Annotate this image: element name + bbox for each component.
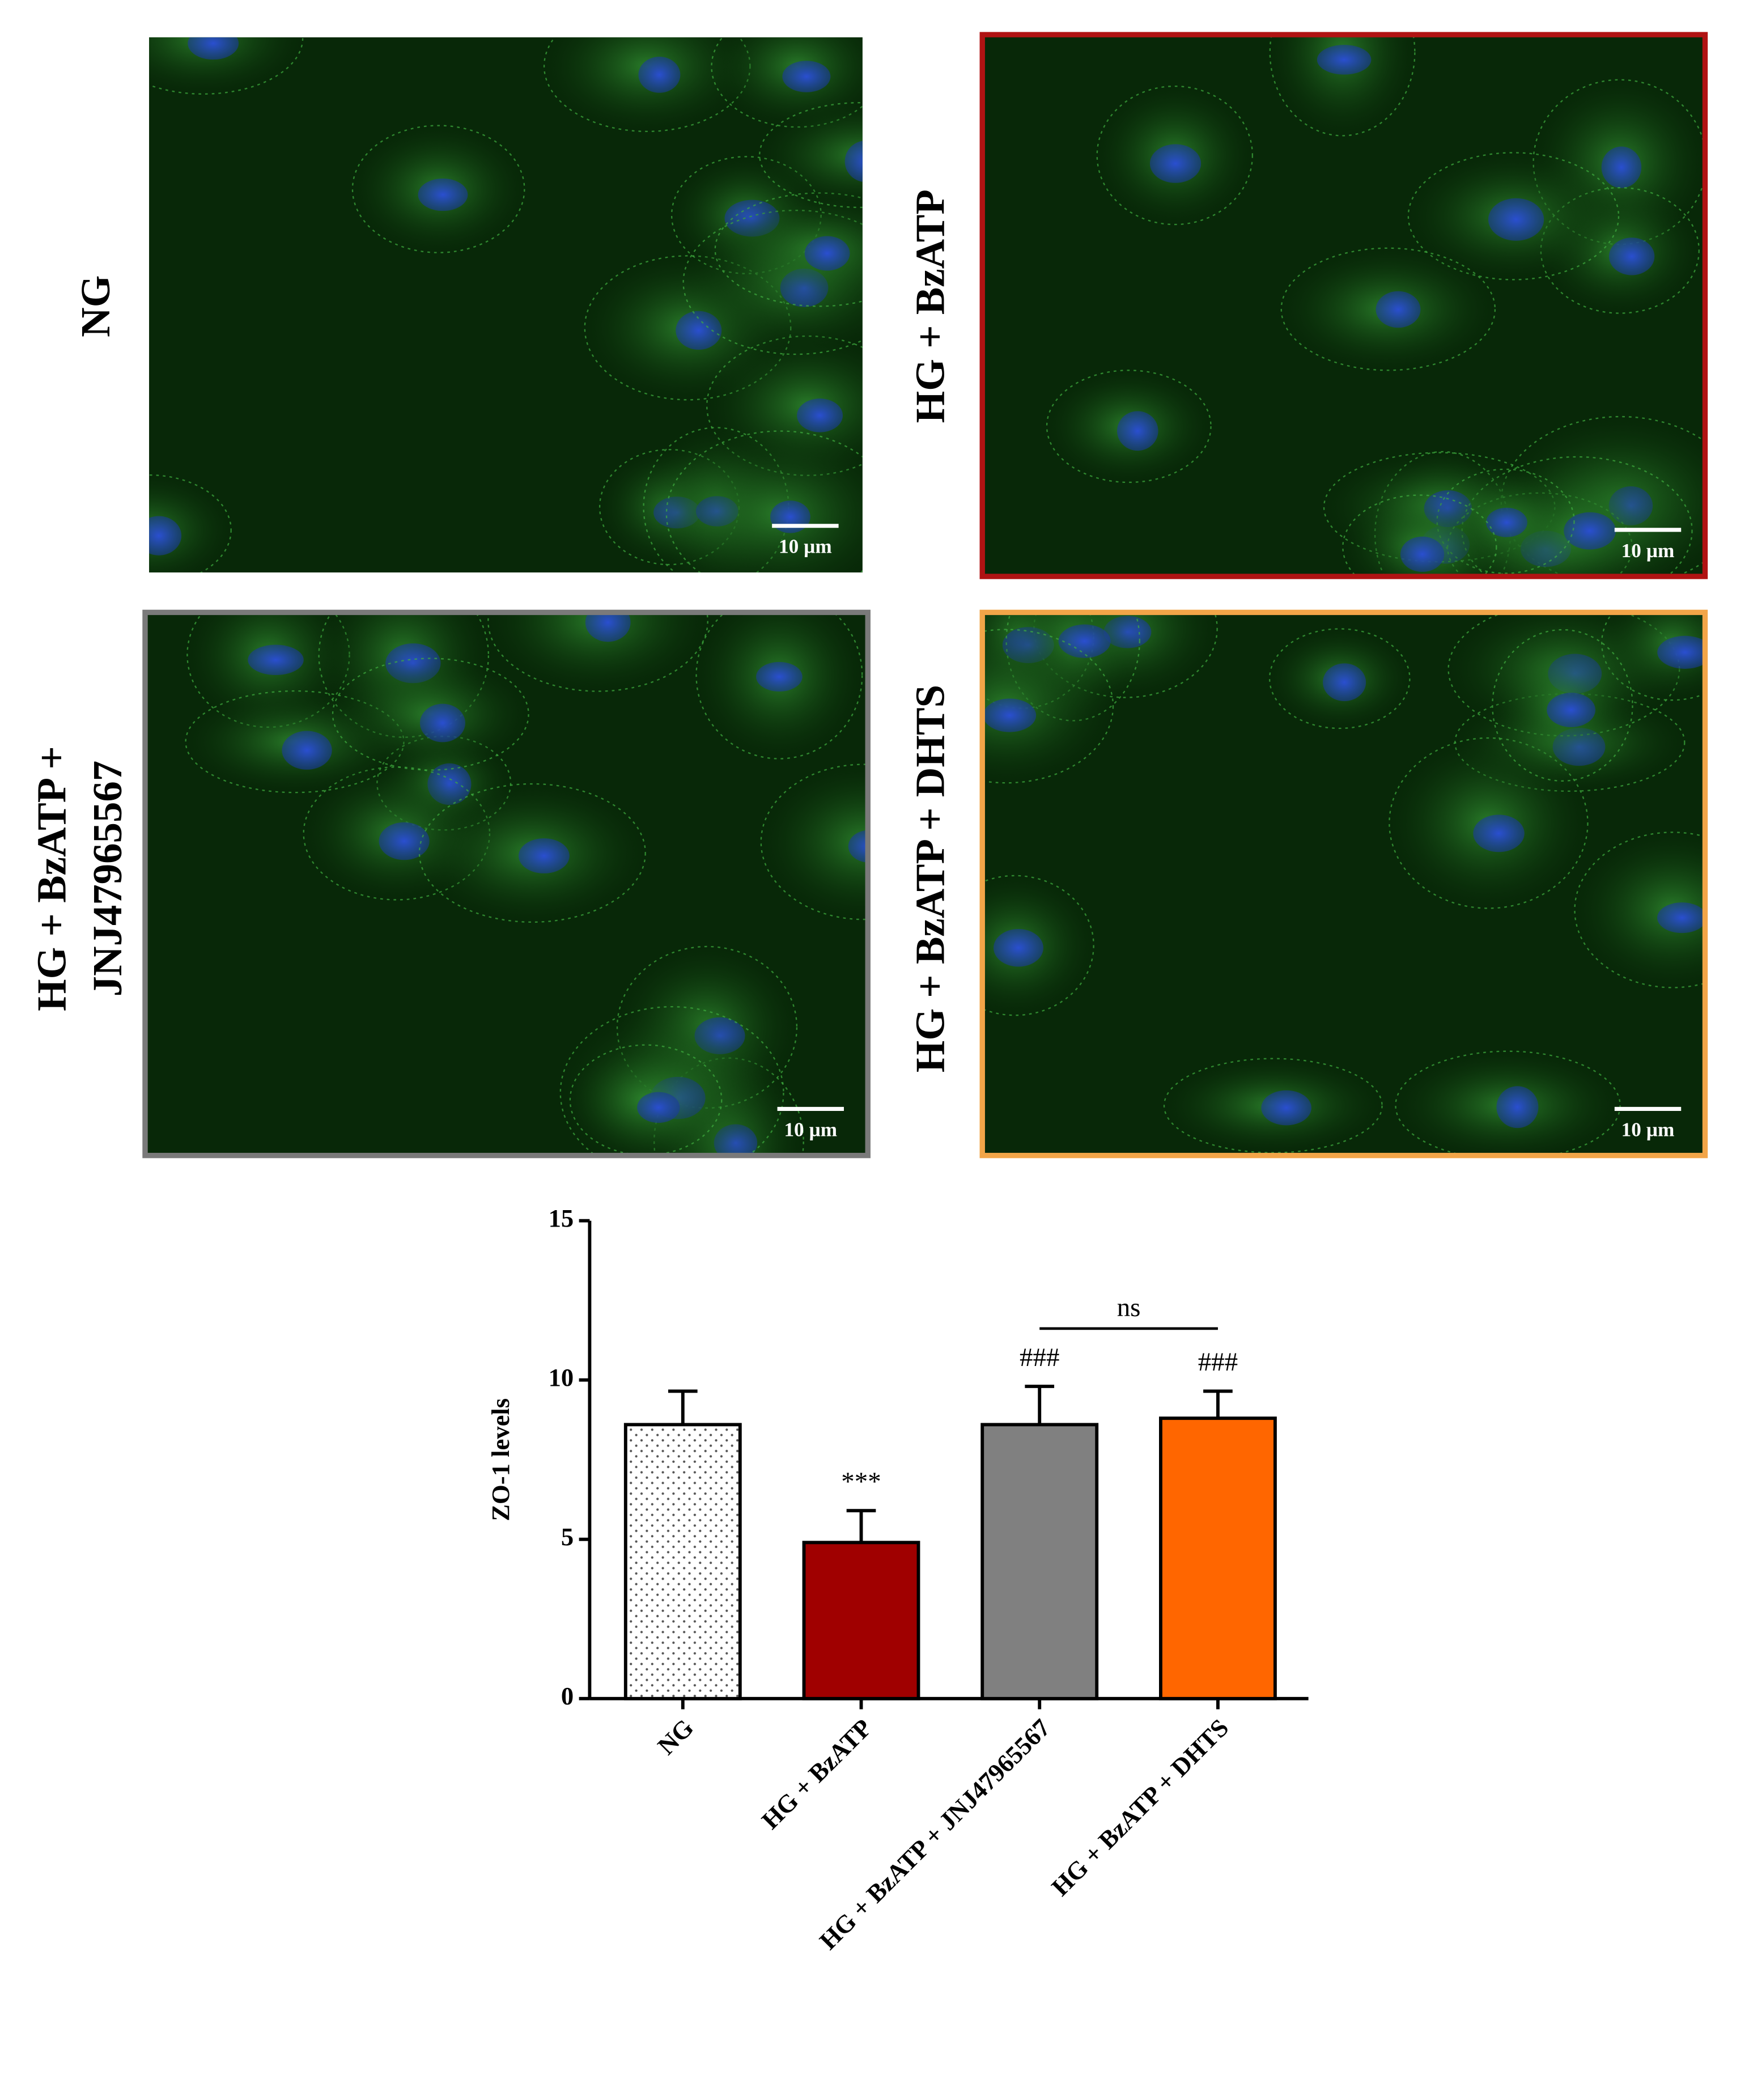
nucleus	[1400, 536, 1445, 572]
x-tick-label: NG	[652, 1713, 699, 1760]
scale-bar-label: 10 µm	[784, 1118, 837, 1140]
panel-border	[142, 609, 871, 1159]
nucleus	[282, 731, 332, 770]
cell	[1269, 35, 1416, 137]
panel-label: JNJ47965567	[84, 761, 130, 997]
significance-label: ###	[1198, 1347, 1238, 1377]
bar	[802, 1541, 920, 1700]
cells	[1046, 35, 1705, 577]
y-axis-title: ZO-1 levels	[486, 1398, 515, 1521]
nucleus	[983, 698, 1037, 732]
nucleus	[1657, 635, 1705, 669]
cell	[1574, 831, 1705, 989]
y-tick-label: 0	[561, 1682, 574, 1710]
scale-bar-label: 10 µm	[1621, 540, 1675, 562]
nucleus	[1376, 291, 1421, 328]
nucleus	[756, 661, 803, 692]
nucleus	[782, 61, 831, 92]
panel-border	[979, 609, 1708, 1159]
panel-label: NG	[73, 275, 118, 337]
bar	[1159, 1416, 1277, 1700]
nucleus	[1149, 144, 1202, 183]
nucleus	[804, 236, 850, 271]
bar	[980, 1423, 1099, 1700]
nucleus	[1323, 663, 1366, 702]
nucleus	[419, 703, 465, 743]
cell	[1342, 494, 1497, 577]
nucleus	[770, 500, 810, 533]
cell	[760, 763, 868, 920]
nucleus	[418, 179, 468, 211]
nucleus	[1564, 512, 1616, 550]
x-tick-label: HG + BzATP	[756, 1713, 877, 1835]
bar	[623, 1423, 742, 1700]
nucleus	[1317, 45, 1372, 75]
nucleus	[638, 57, 681, 93]
nucleus	[1547, 693, 1595, 727]
cells	[149, 37, 863, 572]
significance-label: ###	[1020, 1343, 1059, 1372]
y-tick-label: 10	[549, 1363, 574, 1391]
y-tick-label: 15	[549, 1204, 574, 1232]
nucleus	[637, 1092, 680, 1123]
nucleus	[848, 830, 868, 863]
panel-label: HG + BzATP +	[28, 746, 74, 1011]
nucleus	[1601, 146, 1642, 188]
nucleus	[844, 141, 863, 182]
nucleus	[1261, 1090, 1311, 1126]
scale-bar-label: 10 µm	[779, 536, 832, 558]
cell	[149, 37, 304, 95]
cells	[982, 612, 1705, 1156]
micrograph: 10 µm	[149, 37, 863, 572]
nucleus	[379, 822, 430, 860]
nucleus	[585, 612, 631, 642]
nucleus	[1117, 411, 1158, 451]
nucleus	[188, 37, 239, 60]
cell	[665, 430, 863, 572]
nucleus	[518, 838, 570, 873]
micrograph: 10 µm	[142, 609, 871, 1159]
significance-label: ***	[841, 1467, 881, 1496]
nucleus	[1608, 237, 1655, 275]
nucleus	[797, 398, 843, 432]
comparison-label: ns	[1117, 1293, 1141, 1322]
cells	[185, 612, 868, 1156]
panel-border	[979, 32, 1708, 579]
micrograph: 10 µm	[979, 32, 1708, 579]
y-tick-label: 5	[561, 1522, 574, 1551]
nucleus	[994, 929, 1043, 967]
nucleus	[248, 644, 304, 675]
x-tick-label: HG + BzATP + DHTS	[1046, 1713, 1234, 1902]
nucleus	[1657, 902, 1705, 934]
panel-label: HG + BzATP + DHTS	[907, 685, 953, 1072]
cell	[982, 629, 1114, 784]
nucleus	[1473, 814, 1525, 852]
scale-bar-label: 10 µm	[1621, 1118, 1675, 1140]
nucleus	[1488, 198, 1544, 241]
nucleus	[149, 516, 182, 555]
panel-label: HG + BzATP	[907, 189, 953, 423]
cell	[759, 102, 863, 209]
nucleus	[1486, 507, 1527, 537]
micrograph: 10 µm	[979, 609, 1708, 1159]
nucleus	[1496, 1086, 1539, 1129]
